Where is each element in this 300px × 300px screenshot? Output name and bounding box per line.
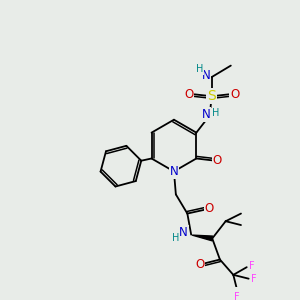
Text: H: H xyxy=(196,64,203,74)
Text: F: F xyxy=(234,292,240,300)
Text: N: N xyxy=(202,108,210,121)
Text: N: N xyxy=(202,69,210,82)
Text: F: F xyxy=(250,274,256,284)
Text: O: O xyxy=(184,88,193,101)
Text: N: N xyxy=(179,226,188,239)
Text: N: N xyxy=(169,165,178,178)
Text: O: O xyxy=(205,202,214,215)
Text: S: S xyxy=(207,89,216,103)
Polygon shape xyxy=(192,235,212,241)
Text: O: O xyxy=(213,154,222,167)
Text: H: H xyxy=(172,233,179,244)
Text: O: O xyxy=(195,258,204,271)
Text: F: F xyxy=(249,261,254,271)
Text: O: O xyxy=(230,88,239,101)
Text: H: H xyxy=(212,109,219,118)
